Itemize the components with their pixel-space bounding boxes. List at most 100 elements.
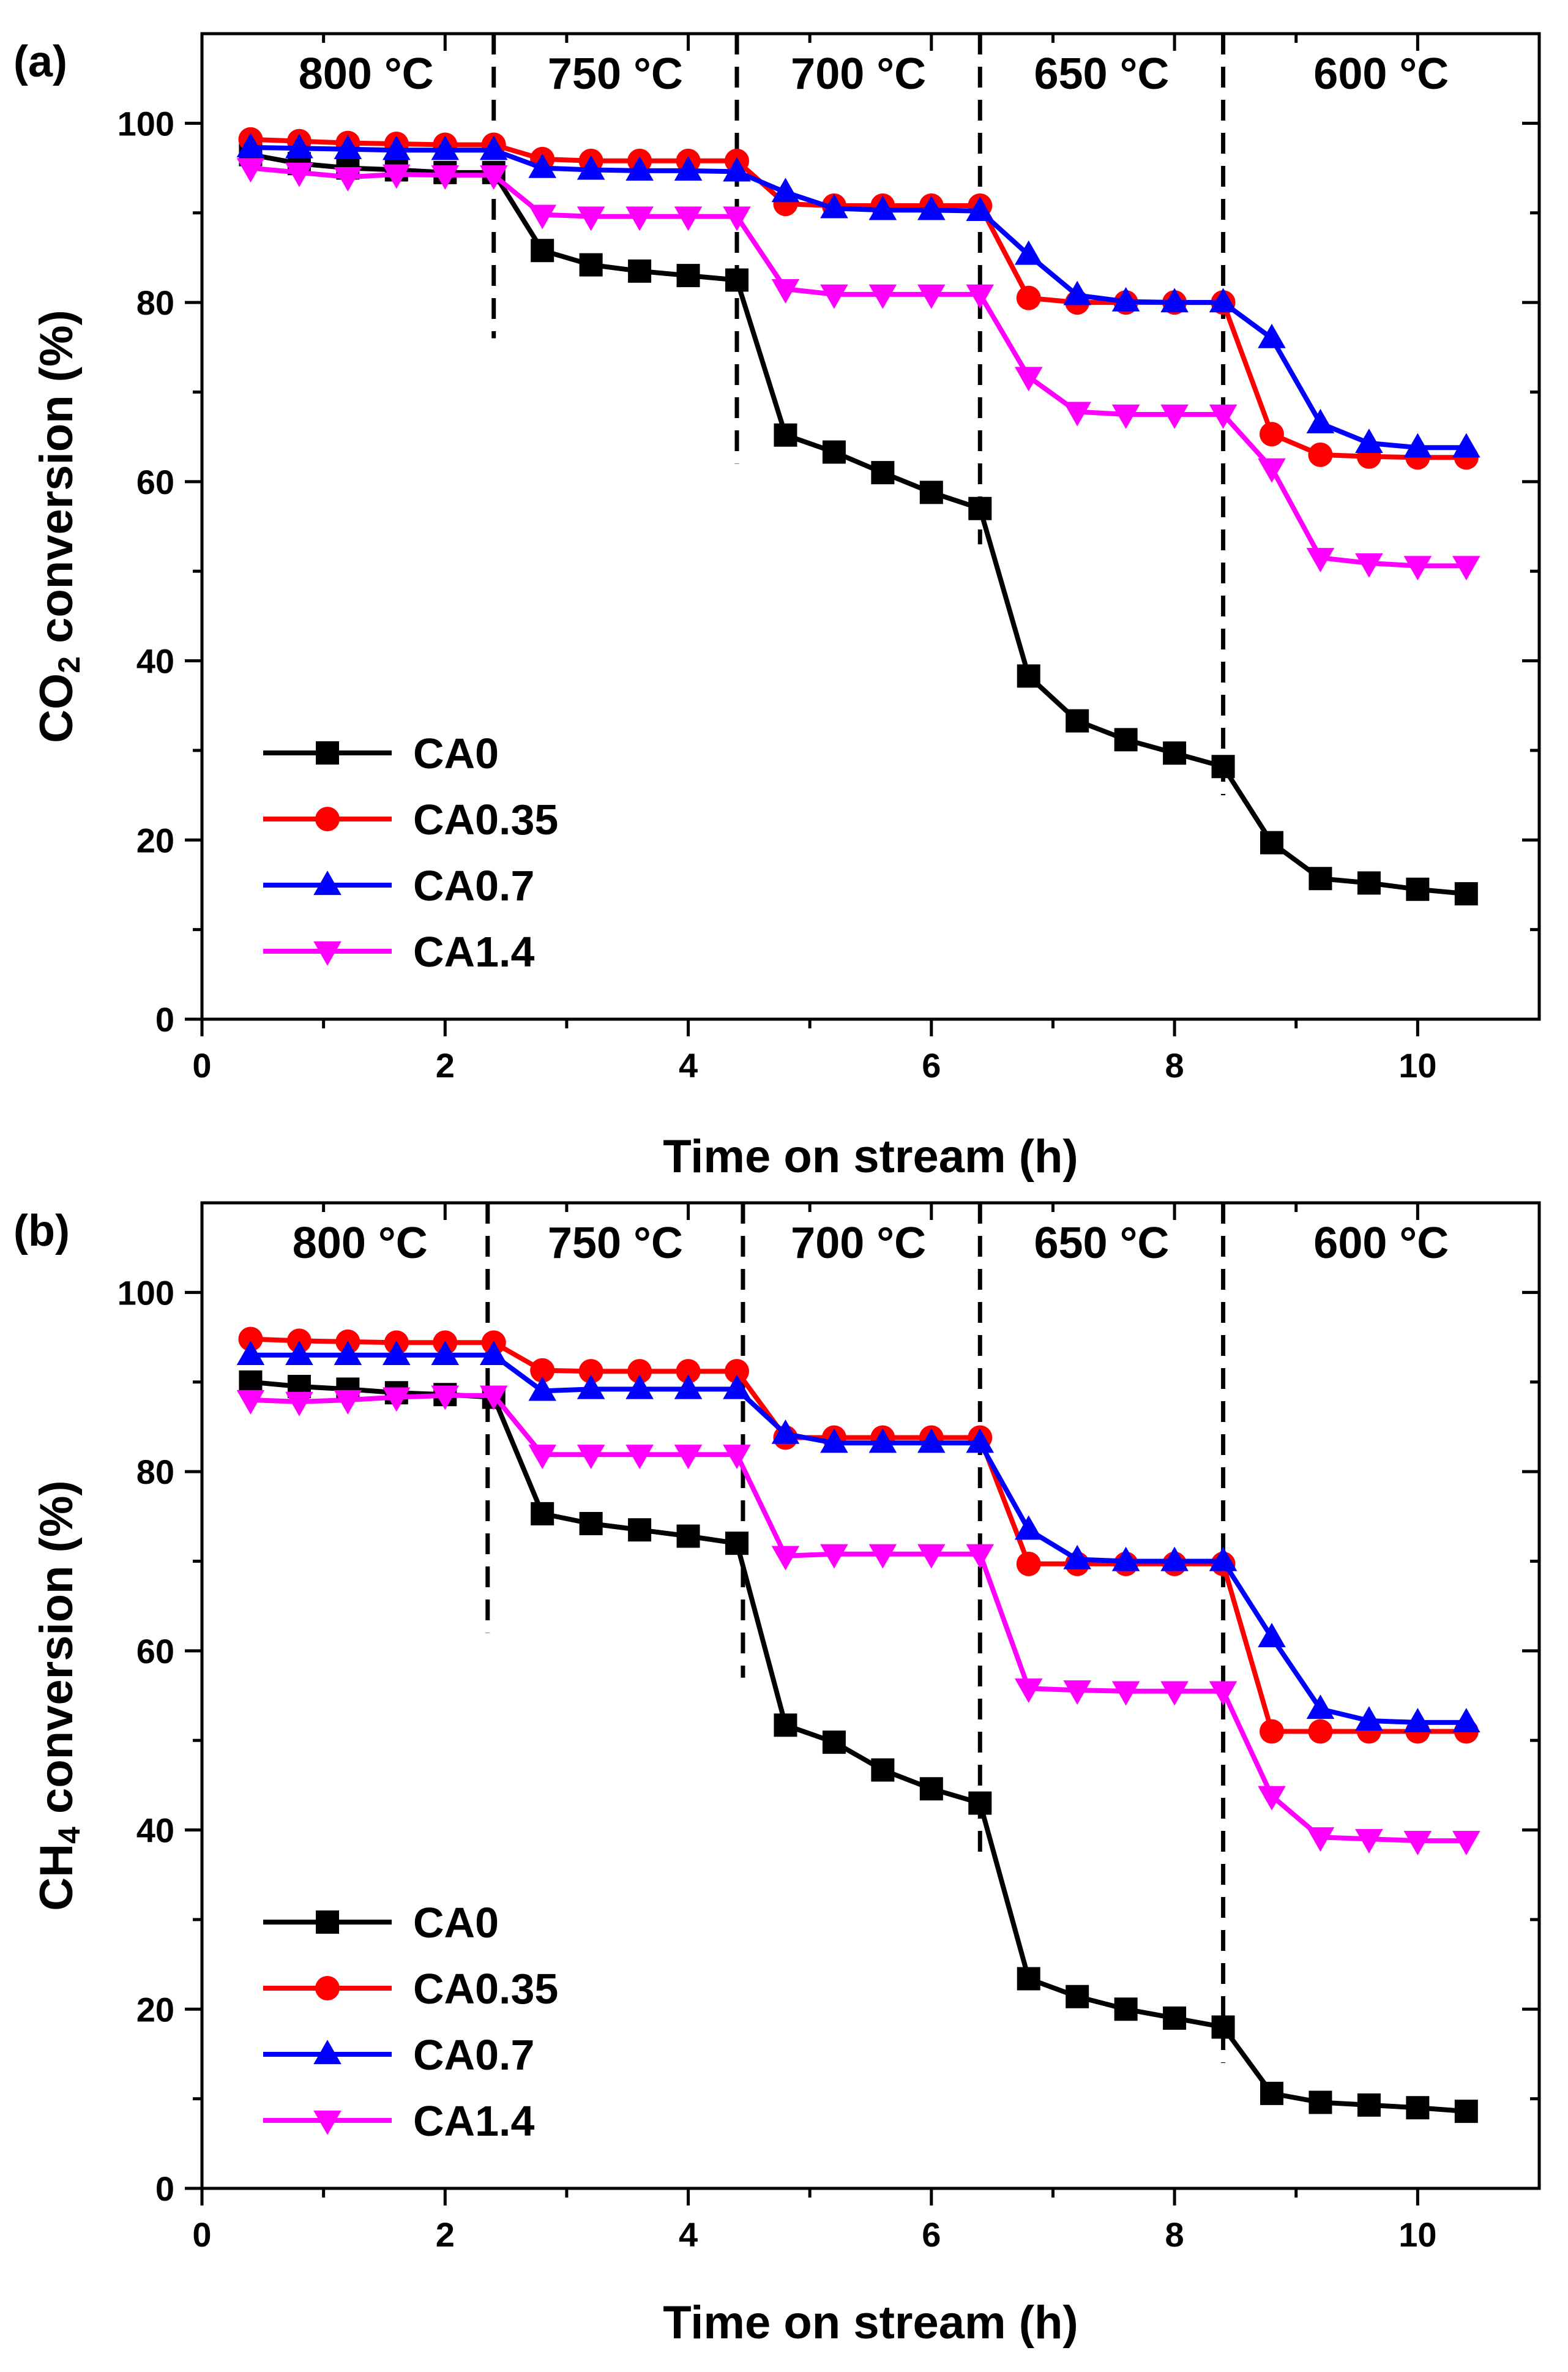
data-point-CA1.4 — [236, 1390, 265, 1415]
series-line-CA0.35 — [250, 137, 1466, 460]
temperature-label: 600 °C — [1313, 50, 1449, 99]
data-point-CA1.4 — [723, 206, 751, 231]
series-CA1.4 — [236, 1385, 1480, 1855]
data-point-CA0.7 — [383, 1341, 411, 1365]
data-point-CA1.4 — [1111, 404, 1140, 429]
data-point-CA1.4 — [479, 165, 508, 190]
data-point-CA0.7 — [528, 1376, 556, 1401]
data-point-CA0 — [1406, 2096, 1430, 2120]
legend-label: CA1.4 — [413, 928, 534, 976]
data-point-CA0.35 — [627, 1359, 652, 1384]
legend-label: CA0.35 — [413, 796, 558, 844]
data-point-CA0 — [1017, 1967, 1040, 1991]
series-line-CA1.4 — [250, 1393, 1466, 1844]
data-point-CA1.4 — [1306, 1827, 1335, 1852]
data-point-CA0.35 — [1308, 442, 1333, 467]
y-axis-label-main: CH — [31, 1844, 83, 1911]
panel-label: (b) — [13, 1207, 70, 1255]
data-point-CA0.7 — [917, 1428, 946, 1453]
data-point-CA1.4 — [383, 1387, 411, 1412]
data-point-CA0 — [531, 239, 554, 263]
temperature-label: 750 °C — [548, 50, 683, 99]
data-point-CA0.35 — [238, 1326, 263, 1352]
y-axis-label-main: CO — [31, 673, 83, 743]
data-point-CA0 — [1163, 741, 1187, 765]
data-point-CA0.7 — [1160, 1546, 1189, 1571]
data-point-CA1.4 — [577, 1445, 605, 1470]
legend-marker-CA0.7 — [313, 2040, 342, 2065]
data-point-CA1.4 — [1355, 1829, 1383, 1854]
data-point-CA1.4 — [1258, 458, 1286, 483]
data-point-CA0 — [1066, 709, 1089, 733]
y-tick-label: 40 — [136, 642, 174, 681]
data-point-CA1.4 — [1209, 404, 1238, 429]
series-line-CA1.4 — [250, 165, 1466, 569]
data-point-CA1.4 — [771, 1546, 800, 1571]
temperature-label: 800 °C — [299, 50, 434, 99]
data-point-CA0.7 — [1403, 433, 1432, 458]
temperature-label: 800 °C — [293, 1219, 428, 1268]
series-line-CA0 — [250, 152, 1467, 897]
data-point-CA1.4 — [1160, 404, 1189, 429]
x-axis-label: Time on stream (h) — [663, 1131, 1078, 1183]
temperature-label: 650 °C — [1034, 50, 1169, 99]
data-point-CA0.7 — [771, 1419, 800, 1444]
data-point-CA0 — [579, 253, 603, 277]
data-point-CA1.4 — [1063, 1680, 1091, 1705]
data-point-CA1.4 — [1452, 556, 1480, 581]
data-point-CA0 — [822, 1730, 846, 1754]
data-point-CA0.7 — [868, 195, 897, 220]
x-tick-label: 4 — [679, 1046, 698, 1085]
data-point-CA0.7 — [383, 135, 411, 160]
data-point-CA0 — [1017, 664, 1040, 688]
legend-marker-CA0 — [316, 741, 339, 765]
y-axis-label-subscript: 4 — [52, 1827, 86, 1844]
legend-marker-CA0.35 — [315, 1976, 340, 2000]
data-point-CA1.4 — [820, 1544, 848, 1569]
data-point-CA0 — [774, 423, 797, 447]
series-CA0.7 — [236, 133, 1480, 458]
data-point-CA1.4 — [674, 1445, 703, 1470]
data-point-CA0 — [968, 1791, 992, 1815]
data-point-CA0 — [676, 264, 700, 288]
data-point-CA0.7 — [1355, 1706, 1383, 1731]
data-point-CA0 — [968, 496, 992, 520]
data-point-CA0.7 — [868, 1428, 897, 1453]
data-point-CA1.4 — [868, 284, 897, 309]
x-tick-label: 4 — [679, 2215, 698, 2254]
data-point-CA1.4 — [966, 1544, 995, 1569]
data-point-CA0.7 — [1452, 433, 1480, 458]
legend-marker-CA0 — [316, 1910, 339, 1934]
data-point-CA1.4 — [917, 284, 946, 309]
data-point-CA0.7 — [820, 193, 848, 219]
y-axis-label: CH4 conversion (%) — [31, 1480, 86, 1910]
data-point-CA0 — [628, 1518, 652, 1542]
y-tick-label: 60 — [136, 463, 174, 501]
y-tick-label: 80 — [136, 1453, 174, 1491]
data-point-CA1.4 — [236, 158, 265, 183]
data-point-CA0 — [579, 1511, 603, 1535]
data-point-CA0 — [919, 481, 943, 504]
data-point-CA0.7 — [723, 157, 751, 182]
legend-label: CA0 — [413, 1899, 499, 1947]
legend-marker-CA0.7 — [313, 870, 342, 896]
x-tick-label: 10 — [1398, 1046, 1436, 1085]
temperature-label: 700 °C — [791, 50, 926, 99]
data-point-CA1.4 — [625, 206, 654, 231]
data-point-CA0 — [871, 1758, 895, 1782]
data-point-CA0.7 — [674, 156, 703, 181]
data-point-CA0 — [1454, 2100, 1478, 2123]
data-point-CA0 — [822, 440, 846, 464]
panel-label: (a) — [13, 37, 67, 86]
data-point-CA0 — [1309, 867, 1332, 891]
data-point-CA1.4 — [1306, 548, 1335, 572]
data-point-CA0.35 — [1260, 1719, 1284, 1744]
data-point-CA0.7 — [528, 153, 556, 178]
x-axis-label: Time on stream (h) — [663, 2297, 1078, 2349]
data-point-CA1.4 — [674, 206, 703, 231]
y-axis-label-rest: conversion (%) — [31, 310, 83, 656]
data-point-CA0.7 — [1209, 1546, 1238, 1571]
temperature-label: 700 °C — [791, 1219, 926, 1268]
data-point-CA0 — [531, 1502, 554, 1525]
